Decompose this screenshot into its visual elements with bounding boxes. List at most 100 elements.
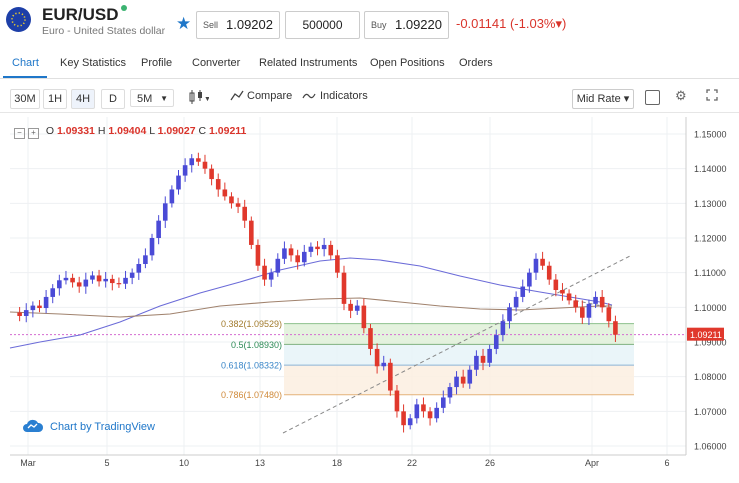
candle-body <box>560 290 565 294</box>
fullscreen-icon[interactable] <box>706 89 718 104</box>
checkbox[interactable] <box>645 90 660 105</box>
candle-body <box>255 244 261 266</box>
sell-label: Sell <box>203 20 219 30</box>
candle-body <box>103 278 108 282</box>
candle-body <box>368 328 373 349</box>
candle-body <box>566 293 572 301</box>
tab-open-positions[interactable]: Open Positions <box>370 57 445 69</box>
fib-level-label: 0.786(1.07480) <box>221 390 282 400</box>
interval-select-value: 5M <box>137 93 153 105</box>
price-chart[interactable]: 0.382(1.09529) 0.5(1.08930) 0.618(1.08332)… <box>0 117 739 478</box>
buy-price: 1.09220 <box>395 17 442 32</box>
y-tick-label: 1.09000 <box>694 338 727 348</box>
candle-body <box>381 362 387 367</box>
current-price-label: 1.09211 <box>690 330 722 340</box>
tab-chart[interactable]: Chart <box>12 57 39 69</box>
x-tick-label: 13 <box>255 458 265 468</box>
candle-body <box>613 321 618 335</box>
candle-body <box>235 203 241 207</box>
candle-body <box>43 296 49 309</box>
chevron-down-icon: ▼ <box>160 94 168 103</box>
candle-body <box>573 300 578 308</box>
candle-body <box>189 158 195 166</box>
candle-body <box>83 279 89 287</box>
y-tick-label: 1.13000 <box>694 199 727 209</box>
trendline <box>282 255 631 434</box>
rate-select[interactable]: Mid Rate ▾ <box>572 89 634 109</box>
interval-30m[interactable]: 30M <box>10 89 40 109</box>
candle-body <box>110 278 115 284</box>
y-tick-label: 1.10000 <box>694 303 727 313</box>
x-tick-label: 10 <box>179 458 189 468</box>
symbol-subtitle: Euro - United States dollar <box>42 25 166 37</box>
sell-price: 1.09202 <box>226 17 273 32</box>
collapse-icon[interactable]: − <box>14 128 25 139</box>
tab-converter[interactable]: Converter <box>192 57 241 69</box>
candle-body <box>527 272 532 287</box>
candle-body <box>553 279 559 290</box>
interval-d[interactable]: D <box>101 89 125 109</box>
open-label: O <box>45 125 55 137</box>
candle-body <box>30 305 36 311</box>
high-value: 1.09404 <box>108 125 147 137</box>
candle-body <box>341 272 347 304</box>
compare-button[interactable]: Compare <box>247 90 293 102</box>
candle-body <box>129 272 135 278</box>
current-price-tag <box>687 327 724 341</box>
candle-body <box>374 348 380 367</box>
candle-body <box>414 404 420 419</box>
fib-level-label: 0.618(1.08332) <box>221 361 282 371</box>
tab-profile[interactable]: Profile <box>141 57 173 69</box>
y-tick-label: 1.07000 <box>694 407 727 417</box>
candle-body <box>23 310 29 316</box>
candle-body <box>388 362 393 391</box>
candle-body <box>308 246 314 252</box>
close-value: 1.09211 <box>209 125 247 137</box>
low-value: 1.09027 <box>157 125 196 137</box>
candle-body <box>487 348 492 363</box>
tab-key-statistics[interactable]: Key Statistics <box>60 57 127 69</box>
candle-body <box>222 189 228 197</box>
quantity-input[interactable]: 500000 <box>285 11 360 39</box>
indicators-icon[interactable] <box>302 90 316 105</box>
candle-body <box>441 397 446 408</box>
candle-body <box>202 161 208 169</box>
symbol-title: EUR/USD <box>42 5 119 24</box>
interval-select[interactable]: 5M ▼ <box>130 89 174 107</box>
fib-zone <box>284 344 634 366</box>
sell-button[interactable]: Sell 1.09202 <box>196 11 280 39</box>
candle-body <box>321 244 327 250</box>
candle-body <box>467 369 473 384</box>
candle-body <box>586 303 592 318</box>
buy-button[interactable]: Buy 1.09220 <box>364 11 449 39</box>
tab-related-instruments[interactable]: Related Instruments <box>259 57 358 69</box>
candle-body <box>520 286 526 297</box>
tab-orders[interactable]: Orders <box>459 57 493 69</box>
interval-4h[interactable]: 4H <box>71 89 95 109</box>
x-tick-label: Apr <box>585 458 599 468</box>
tradingview-logo[interactable]: Chart by TradingView <box>22 418 155 436</box>
fib-zone <box>284 365 634 395</box>
candle-body <box>229 196 234 204</box>
price-change: -0.01141 (-1.03%▾) <box>456 16 567 31</box>
candle-body <box>275 258 281 273</box>
candle-body <box>474 355 479 370</box>
candle-body <box>460 376 466 384</box>
interval-1h[interactable]: 1H <box>43 89 67 109</box>
compare-icon[interactable] <box>230 90 244 105</box>
y-tick-label: 1.06000 <box>694 442 727 452</box>
candle-body <box>348 303 353 311</box>
x-tick-label: 5 <box>104 458 109 468</box>
candle-body <box>328 244 334 256</box>
x-tick-label: 18 <box>332 458 342 468</box>
close-label: C <box>198 125 207 137</box>
fib-zone <box>284 323 634 345</box>
indicators-button[interactable]: Indicators <box>320 90 368 102</box>
expand-icon[interactable]: + <box>27 128 39 139</box>
chart-type-icon[interactable]: ▼ <box>187 90 211 107</box>
candle-body <box>242 206 247 221</box>
settings-gear-icon[interactable]: ⚙ <box>675 88 687 103</box>
x-tick-label: 26 <box>485 458 495 468</box>
chart-canvas[interactable]: 0.382(1.09529) 0.5(1.08930) 0.618(1.08332)… <box>0 117 739 478</box>
star-icon[interactable]: ★ <box>176 14 192 33</box>
